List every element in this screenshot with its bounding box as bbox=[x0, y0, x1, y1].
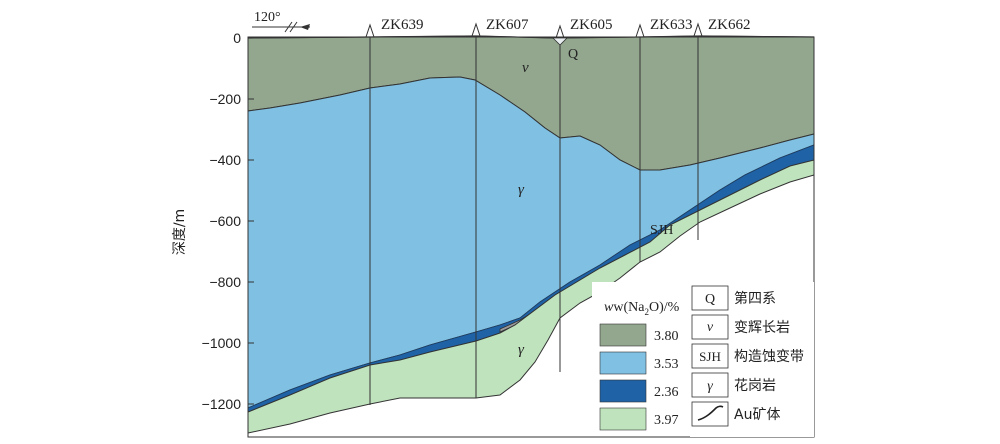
lithology-symbol-box bbox=[691, 343, 729, 369]
lithology-label: 变辉长岩 bbox=[734, 320, 790, 336]
y-tick-label: −600 bbox=[209, 213, 241, 229]
lithology-label: 构造蚀变带 bbox=[734, 349, 804, 365]
drillhole-lines bbox=[369, 36, 699, 405]
drillhole-label-zk605: ZK605 bbox=[570, 17, 613, 33]
lithology-symbol-box bbox=[691, 372, 729, 398]
quaternary-deposit bbox=[552, 37, 568, 46]
ore-body-icon bbox=[697, 405, 724, 421]
lithology-symbol: v bbox=[707, 320, 714, 335]
drillhole-marker bbox=[365, 23, 375, 38]
na2o-title-sub: 2 bbox=[644, 307, 649, 317]
lithology-symbol-box bbox=[691, 314, 729, 340]
drillhole-marker bbox=[693, 22, 703, 37]
na2o-value: 3.80 bbox=[654, 329, 679, 344]
y-tick-label: −800 bbox=[209, 274, 241, 290]
unit-label-fault-zone: SJH bbox=[650, 223, 673, 238]
na2o-legend-title: ww(Na2O)/% bbox=[604, 300, 680, 317]
na2o-legend: ww(Na2O)/% 3.80 3.53 2.36 3.97 bbox=[592, 282, 688, 432]
na2o-swatch bbox=[599, 323, 647, 347]
azimuth-label: 120° bbox=[254, 10, 281, 25]
lower-granite-layer bbox=[247, 159, 815, 434]
lithology-symbol-box bbox=[691, 285, 729, 311]
lithology-label: Au矿体 bbox=[734, 407, 780, 423]
drillhole-marker bbox=[555, 24, 565, 39]
na2o-value: 3.97 bbox=[654, 413, 679, 428]
lithology-symbol: SJH bbox=[699, 349, 721, 364]
na2o-swatch bbox=[599, 379, 647, 403]
drillhole-label-zk639: ZK639 bbox=[381, 17, 424, 33]
na2o-title-main: w(Na bbox=[613, 300, 645, 315]
y-axis-title: 深度/m bbox=[172, 209, 188, 255]
lithology-symbol: Q bbox=[705, 292, 715, 307]
unit-label-metagabbro: v bbox=[522, 60, 529, 76]
plot-frame bbox=[247, 36, 815, 438]
y-tick-label: −1200 bbox=[202, 396, 242, 412]
lithology-symbol: γ bbox=[707, 379, 713, 394]
drillhole-marker bbox=[471, 22, 481, 37]
drillhole-label-zk662: ZK662 bbox=[708, 17, 751, 33]
y-tick-label: 0 bbox=[233, 30, 241, 46]
y-tick-label: −400 bbox=[209, 152, 241, 168]
lithology-label: 花岗岩 bbox=[734, 378, 776, 394]
drillhole-marker bbox=[635, 23, 645, 38]
y-tick-label: −1000 bbox=[202, 335, 242, 351]
y-axis bbox=[248, 37, 254, 405]
unit-label-quaternary: Q bbox=[568, 47, 578, 62]
na2o-swatch bbox=[599, 407, 647, 431]
azimuth-marker: 120° bbox=[252, 10, 310, 33]
unit-label-granite: γ bbox=[518, 182, 525, 198]
lithology-legend: Q 第四系 v 变辉长岩 SJH 构造蚀变带 γ 花岗岩 Au矿体 bbox=[690, 282, 814, 437]
lithology-label: 第四系 bbox=[734, 290, 776, 307]
na2o-swatch bbox=[599, 351, 647, 375]
na2o-value: 2.36 bbox=[654, 385, 679, 400]
unit-label-lower-granite: γ bbox=[518, 342, 525, 358]
drillhole-label-zk607: ZK607 bbox=[486, 17, 529, 33]
na2o-value: 3.53 bbox=[654, 357, 679, 372]
na2o-title-end: O)/% bbox=[649, 300, 680, 315]
drillhole-label-zk633: ZK633 bbox=[650, 17, 693, 33]
y-tick-label: −200 bbox=[209, 91, 241, 107]
